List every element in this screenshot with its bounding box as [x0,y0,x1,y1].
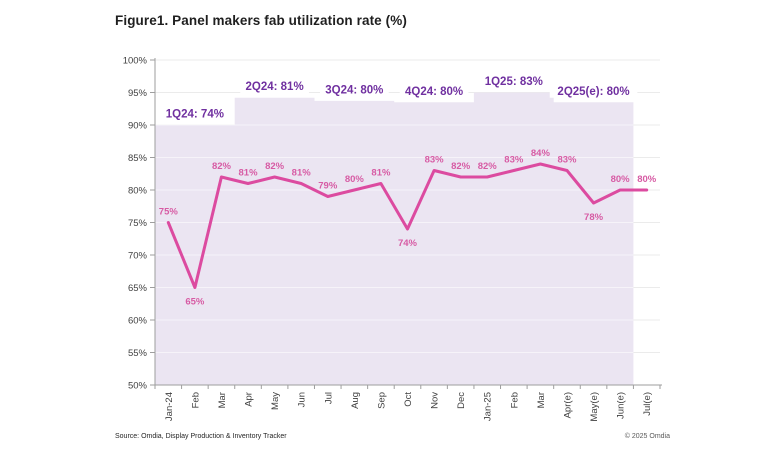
data-point-label: 81% [371,168,391,179]
x-tick-label: Jun(e) [616,392,627,419]
x-tick-label: Aug [350,392,361,409]
y-tick-label: 75% [128,218,148,229]
data-point-label: 79% [318,181,338,192]
x-tick-label: Mar [536,392,547,408]
y-tick-label: 70% [128,251,148,262]
quarter-label: 2Q24: 81% [246,81,304,93]
y-tick-label: 50% [128,381,148,392]
quarter-label-box [549,83,638,98]
quarter-label-box [479,73,549,88]
y-tick-label: 80% [128,186,148,197]
y-tick-label: 100% [123,56,148,67]
y-tick-label: 60% [128,316,148,327]
data-point-label: 82% [212,161,232,172]
x-tick-label: Dec [456,392,467,409]
data-point-label: 82% [451,161,471,172]
x-tick-label: Jan-24 [164,392,175,421]
x-axis: Jan-24 Feb Mar Apr May Jun Jul Aug Sep Oct Nov Dec J… [154,384,662,422]
data-point-label: 80% [611,174,631,185]
data-point-label: 84% [531,148,551,159]
x-tick-label: Jan-25 [483,392,494,421]
quarter-label: 3Q24: 80% [325,84,383,96]
quarter-label-box [160,106,230,121]
data-point-labels: 75% 65% 82% 81% 82% 81% 79% 80% 81% 74% 83% 82% 82% 8… [159,148,657,308]
data-point-label: 83% [425,155,445,166]
data-point-label: 80% [345,174,365,185]
data-point-label: 81% [239,168,259,179]
y-tick-label: 90% [128,121,148,132]
x-tick-label: Feb [190,392,201,408]
data-point-label: 82% [478,161,498,172]
y-axis: 50% 55% 60% 65% 70% 75% 80% 85% 90% 95% 100% [123,56,156,392]
y-tick-label: 85% [128,153,148,164]
source-note: Source: Omdia, Display Production & Inve… [115,433,287,440]
x-tick-label: Jul [323,392,334,404]
data-point-label: 80% [637,174,657,185]
data-point-label: 82% [265,161,285,172]
x-tick-label: Feb [509,392,520,408]
quarter-band-area [155,92,634,385]
quarter-label: 4Q24: 80% [405,86,463,98]
y-tick-label: 95% [128,88,148,99]
data-point-label: 81% [292,168,312,179]
data-point-label: 83% [504,155,524,166]
x-tick-label: Nov [430,392,441,409]
x-tick-label: May(e) [589,392,600,422]
data-point-label: 65% [185,297,205,308]
quarter-labels: 1Q24: 74% 2Q24: 81% 3Q24: 80% 4Q24: 80% 1Q25… [160,73,638,121]
x-tick-label: Mar [217,392,228,408]
x-tick-label: May [270,392,281,410]
data-point-label: 75% [159,207,179,218]
quarter-label: 1Q24: 74% [166,109,224,121]
x-tick-label: Oct [403,392,414,407]
x-tick-label: Sep [376,392,387,409]
x-tick-label: Apr(e) [562,392,573,418]
quarter-label-box [399,83,469,98]
quarter-label: 1Q25: 83% [485,76,543,88]
y-tick-label: 65% [128,283,148,294]
data-point-label: 78% [584,212,604,223]
y-tick-label: 55% [128,348,148,359]
band-gridlines [155,124,634,353]
x-tick-label: Jun [297,392,308,407]
x-tick-label: Apr [244,392,255,407]
series-line [166,162,649,289]
data-point-label: 74% [398,238,418,249]
quarter-label-box [319,81,389,97]
figure-title: Figure1. Panel makers fab utilization ra… [115,13,407,28]
x-tick-label: Jul(e) [642,392,653,416]
data-point-label: 83% [557,155,577,166]
quarter-label-box [240,78,309,94]
quarter-label: 2Q25(e): 80% [557,86,629,98]
copyright-note: © 2025 Omdia [624,433,670,440]
